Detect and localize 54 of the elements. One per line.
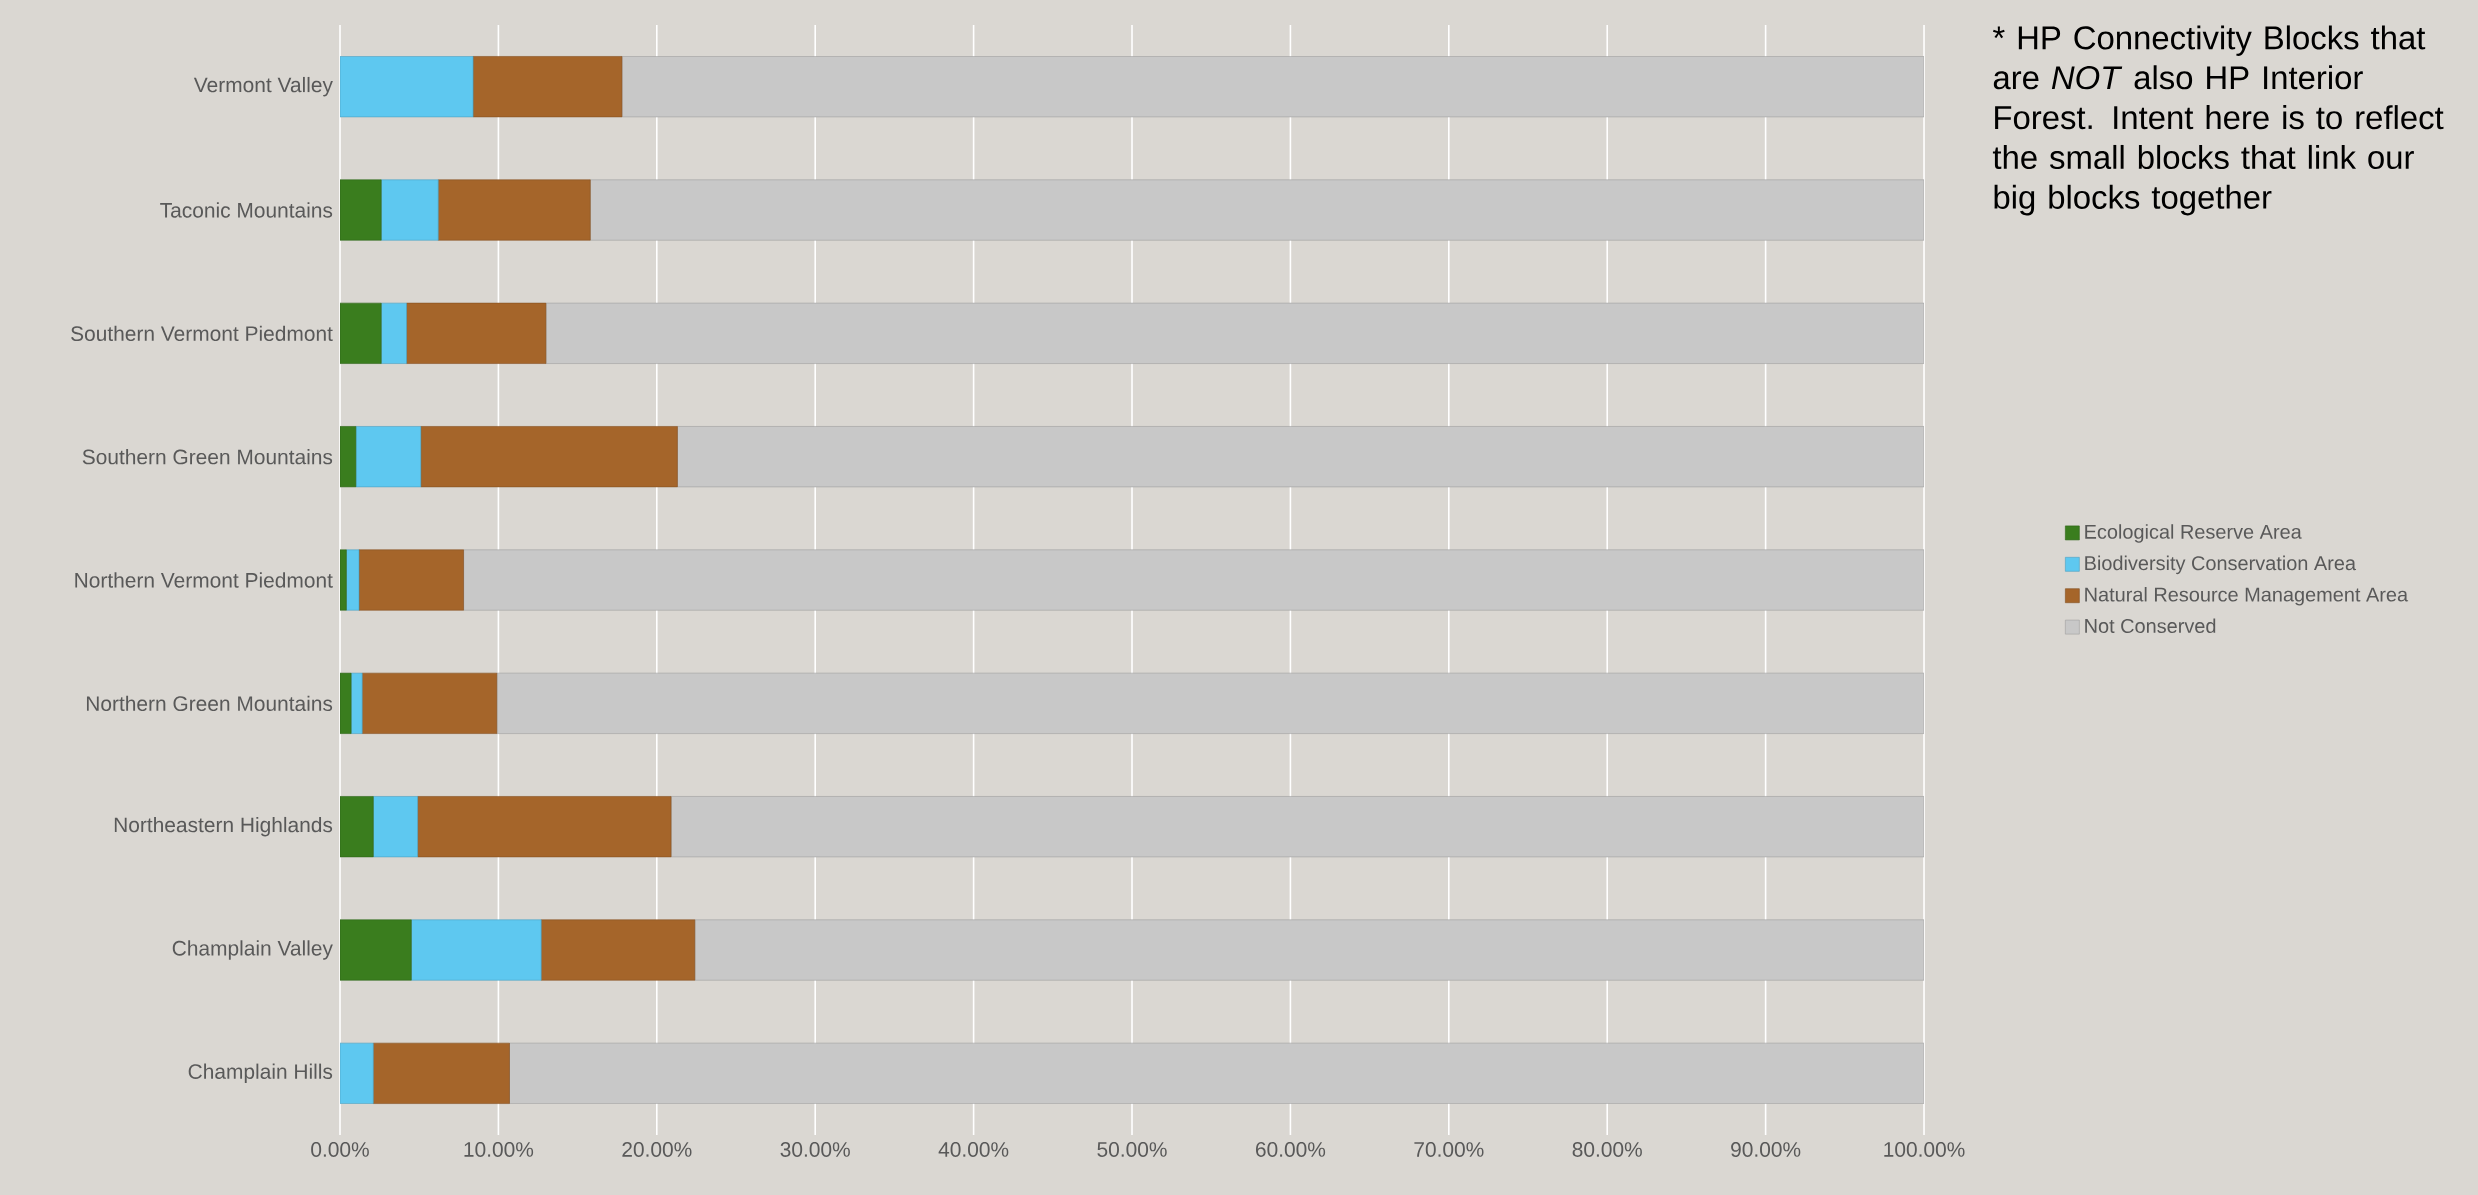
y-tick-label: Northeastern Highlands [114, 816, 333, 837]
x-tick-label: 70.00% [1414, 1142, 1484, 1157]
bar [380, 302, 407, 364]
bar [589, 179, 1925, 241]
bar [496, 672, 1925, 734]
bar [380, 179, 439, 241]
x-tick-label: 30.00% [780, 1142, 850, 1157]
bar [472, 56, 623, 118]
bar [358, 549, 464, 611]
y-tick-label: Southern Vermont Piedmont [71, 325, 333, 342]
x-tick-label: 100.00% [1884, 1142, 1965, 1157]
y-tick-label: Northern Green Mountains [86, 695, 333, 712]
legend-label: Biodiversity Conservation Area [2085, 555, 2357, 575]
bar [340, 179, 382, 241]
bar [463, 549, 1925, 611]
y-tick-label: Champlain Hills [188, 1063, 333, 1084]
bar [355, 426, 422, 488]
bar [410, 919, 542, 981]
bar [406, 302, 547, 364]
y-tick-label: Southern Green Mountains [82, 449, 333, 465]
bar [677, 426, 1925, 488]
x-tick-label: 80.00% [1572, 1142, 1642, 1157]
x-tick-label: 10.00% [464, 1142, 534, 1157]
bar [340, 56, 474, 118]
bar [621, 56, 1925, 118]
x-tick-label: 0.00% [311, 1142, 369, 1157]
bar [340, 919, 412, 981]
bar [372, 1042, 510, 1104]
x-tick-label: 90.00% [1731, 1142, 1801, 1157]
y-tick-label: Taconic Mountains [160, 202, 333, 218]
x-tick-label: 50.00% [1097, 1142, 1167, 1157]
bar [694, 919, 1925, 981]
bar [372, 796, 418, 858]
bar [540, 919, 696, 981]
bar [417, 796, 672, 858]
bar [340, 1042, 374, 1104]
y-tick-label: Champlain Valley [172, 940, 333, 960]
bar [545, 302, 1925, 364]
legend-label: Ecological Reserve Area [2085, 524, 2302, 543]
text: * HP Connectivity Blocks that are NOT also HP Interior Forest. Intent here is to reflect the small blocks that link our big blocks together [1992, 25, 2444, 216]
y-tick-label: Vermont Valley [193, 76, 333, 97]
bar [340, 302, 382, 364]
x-tick-label: 20.00% [622, 1142, 692, 1157]
bar [361, 672, 498, 734]
bar [670, 796, 1925, 858]
legend-label: Not Conserved [2085, 618, 2216, 634]
bar [509, 1042, 1925, 1104]
x-tick-label: 60.00% [1256, 1142, 1326, 1157]
bar [437, 179, 591, 241]
legend-label: Natural Resource Management Area [2085, 587, 2409, 606]
bar [340, 796, 374, 858]
y-tick-label: Northern Vermont Piedmont [75, 572, 333, 588]
x-tick-label: 40.00% [938, 1142, 1009, 1157]
bar [420, 426, 678, 488]
